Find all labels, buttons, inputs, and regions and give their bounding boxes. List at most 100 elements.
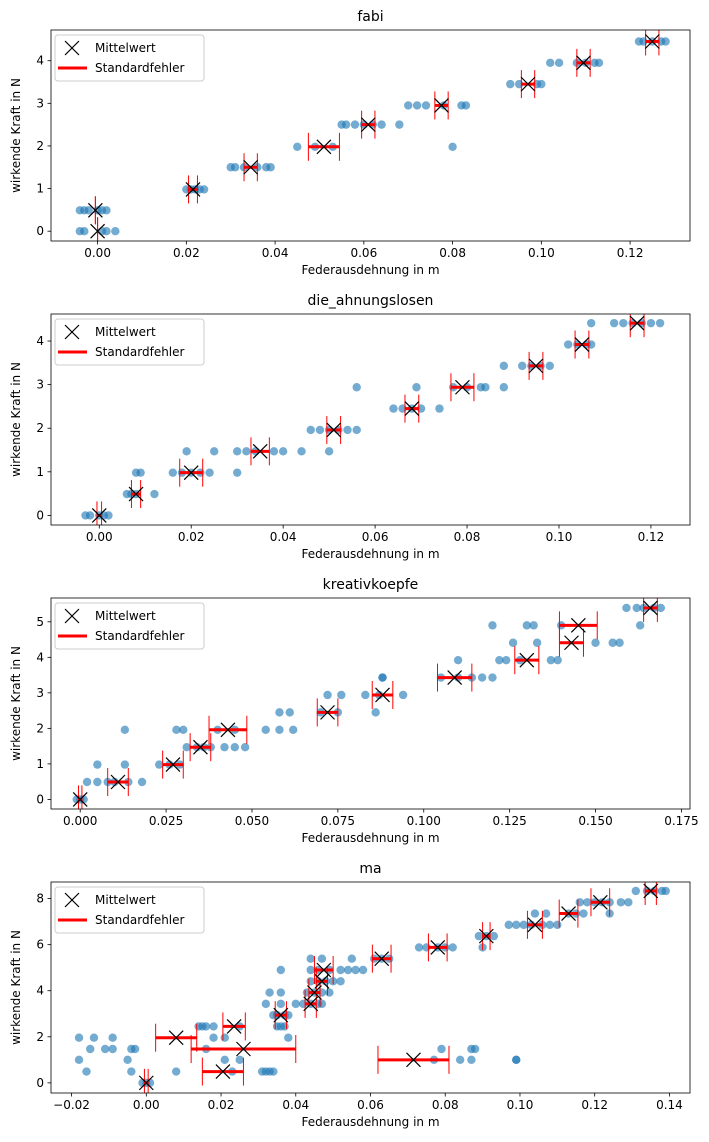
legend-mean-marker bbox=[64, 608, 80, 624]
data-point bbox=[275, 708, 284, 717]
data-point bbox=[655, 318, 665, 328]
data-point bbox=[317, 999, 327, 1009]
data-point bbox=[499, 383, 509, 392]
legend-frame bbox=[54, 886, 205, 934]
data-point bbox=[632, 603, 641, 613]
x-tick-label: 0.10 bbox=[546, 530, 573, 544]
data-point bbox=[522, 621, 532, 630]
data-point bbox=[470, 1044, 480, 1054]
data-point bbox=[291, 999, 300, 1009]
mean-marker-stroke bbox=[303, 996, 319, 1012]
x-tick-label: 0.10 bbox=[507, 1098, 534, 1112]
legend: Mittelwert Standardfehler bbox=[54, 34, 205, 82]
mean-marker-stroke bbox=[316, 962, 332, 978]
mean-marker-stroke bbox=[519, 652, 535, 668]
data-point bbox=[269, 447, 279, 456]
mean-marker bbox=[165, 757, 181, 773]
data-point bbox=[108, 1044, 117, 1054]
data-point bbox=[622, 603, 631, 613]
data-point bbox=[661, 37, 670, 46]
data-point bbox=[624, 898, 633, 907]
legend-frame bbox=[54, 602, 205, 650]
x-tick-label: −0.02 bbox=[53, 1098, 90, 1112]
legend-frame bbox=[54, 318, 205, 366]
data-point bbox=[278, 447, 288, 456]
data-point bbox=[609, 318, 619, 328]
data-point bbox=[323, 690, 332, 700]
data-point bbox=[261, 725, 270, 734]
data-point bbox=[448, 142, 457, 151]
legend-label-stderr: Standardfehler bbox=[95, 61, 185, 75]
data-point bbox=[171, 1067, 181, 1076]
data-point bbox=[306, 425, 315, 435]
data-point bbox=[518, 361, 527, 371]
mean-marker bbox=[564, 635, 579, 651]
x-tick-label: 0.02 bbox=[173, 246, 200, 260]
data-point bbox=[289, 725, 298, 734]
data-point bbox=[137, 777, 147, 787]
mean-marker bbox=[374, 951, 390, 967]
mean-marker bbox=[520, 76, 536, 92]
x-tick-label: 0.06 bbox=[350, 246, 377, 260]
mean-marker-stroke bbox=[165, 757, 181, 773]
mean-marker bbox=[592, 894, 608, 910]
mean-marker-stroke bbox=[574, 337, 590, 352]
data-point bbox=[529, 621, 538, 630]
chart-panel-2: die_ahnungslosen 0.00 0.02 0.04 0.06 0.08 0.10… bbox=[9, 293, 691, 561]
chart-title: die_ahnungslosen bbox=[308, 293, 434, 309]
legend: Mittelwert Standardfehler bbox=[54, 886, 205, 934]
data-point bbox=[553, 920, 562, 930]
data-point bbox=[489, 931, 499, 941]
legend: Mittelwert Standardfehler bbox=[54, 318, 205, 366]
data-point bbox=[615, 638, 624, 647]
data-point bbox=[608, 638, 617, 647]
mean-marker bbox=[90, 223, 106, 239]
mean-marker bbox=[193, 739, 208, 755]
data-point bbox=[504, 920, 513, 930]
data-point bbox=[389, 404, 398, 413]
data-point bbox=[120, 760, 130, 769]
mean-marker-stroke bbox=[90, 223, 106, 239]
y-tick-label: 4 bbox=[36, 54, 44, 68]
data-layer bbox=[75, 30, 670, 241]
y-tick-label: 6 bbox=[36, 938, 44, 952]
y-tick-label: 4 bbox=[36, 650, 44, 664]
y-tick-label: 3 bbox=[36, 686, 44, 700]
mean-marker-stroke bbox=[128, 486, 144, 502]
x-tick-label: 0.12 bbox=[638, 530, 665, 544]
x-tick-label: 0.050 bbox=[235, 814, 269, 828]
y-axis-label: wirkende Kraft in N bbox=[9, 930, 23, 1045]
mean-marker bbox=[273, 1007, 289, 1023]
mean-marker-stroke bbox=[236, 1041, 251, 1057]
data-point bbox=[646, 318, 656, 328]
data-point bbox=[594, 58, 604, 68]
mean-marker bbox=[316, 962, 332, 978]
x-tick-label: 0.10 bbox=[528, 246, 555, 260]
data-point bbox=[412, 383, 421, 392]
data-point bbox=[421, 101, 431, 110]
y-tick-label: 2 bbox=[36, 721, 44, 735]
data-point bbox=[377, 120, 386, 129]
mean-marker-stroke bbox=[72, 791, 88, 807]
mean-marker bbox=[72, 791, 88, 807]
mean-marker-stroke bbox=[252, 443, 268, 459]
mean-marker-stroke bbox=[561, 906, 576, 921]
data-point bbox=[89, 1033, 99, 1042]
data-point bbox=[150, 489, 159, 499]
data-point bbox=[325, 988, 334, 997]
x-tick-label: 0.08 bbox=[454, 530, 481, 544]
data-point bbox=[86, 1044, 95, 1054]
data-point bbox=[306, 965, 315, 975]
legend-frame bbox=[54, 34, 205, 82]
x-axis-label: Federausdehnung in m bbox=[301, 547, 439, 561]
x-axis-label: Federausdehnung in m bbox=[301, 1115, 439, 1129]
legend-label-mean: Mittelwert bbox=[95, 41, 156, 55]
data-point bbox=[488, 673, 497, 682]
data-point bbox=[232, 447, 242, 456]
y-axis-label: wirkende Kraft in N bbox=[9, 362, 23, 477]
mean-marker bbox=[430, 939, 446, 955]
mean-marker bbox=[643, 883, 659, 899]
mean-marker-stroke bbox=[360, 117, 376, 133]
x-tick-label: 0.175 bbox=[664, 814, 698, 828]
